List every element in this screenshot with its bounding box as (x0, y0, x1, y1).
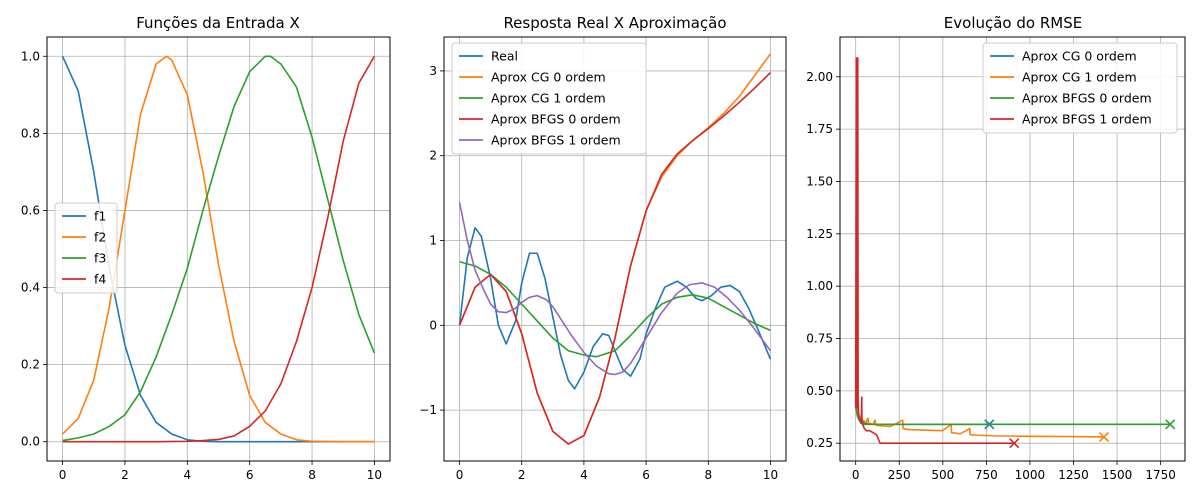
x-tick-label: 2 (121, 468, 129, 482)
y-tick-label: 1.00 (806, 279, 833, 293)
y-tick-label: 0.0 (21, 435, 40, 449)
x-tick-label: 4 (580, 468, 588, 482)
legend-label: Aprox CG 0 ordem (491, 70, 606, 85)
x-tick-label: 1500 (1102, 468, 1133, 482)
x-tick-label: 2 (518, 468, 526, 482)
chart-title: Evolução do RMSE (944, 14, 1082, 32)
chart-resposta-real: Resposta Real X Aproximação 0 2 4 6 8 10 −1 0 1 2… (419, 14, 787, 482)
legend-label: Aprox CG 1 ordem (491, 91, 606, 106)
series-line-3 (458, 72, 772, 445)
x-tick-label: 250 (888, 468, 911, 482)
y-tick-label: 1.25 (806, 227, 833, 241)
y-tick-label: −1 (419, 403, 437, 417)
x-tick-label: 8 (308, 468, 316, 482)
x-tick-label: 0 (852, 468, 860, 482)
x-tick-label: 1000 (1015, 468, 1046, 482)
y-tick-label: 0.25 (806, 436, 833, 450)
legend-label: Aprox CG 0 ordem (1022, 49, 1137, 64)
legend: f1 f2 f3 f4 (54, 202, 118, 294)
series-line-1 (854, 407, 1104, 438)
y-tick-label: 1.0 (21, 49, 40, 63)
x-tick-label: 750 (975, 468, 998, 482)
series-end-marker (1165, 419, 1176, 430)
legend: Aprox CG 0 ordem Aprox CG 1 ordem Aprox BF… (982, 42, 1178, 134)
chart-evolucao-rmse: Evolução do RMSE 0 250 500 750 1000 1250 1500 1… (806, 14, 1186, 482)
y-tick-label: 1.50 (806, 174, 833, 188)
y-tick-label: 3 (429, 64, 437, 78)
y-tick-label: 0.8 (21, 126, 40, 140)
legend-box (982, 42, 1178, 134)
legend-label: Aprox BFGS 1 ordem (491, 133, 621, 148)
legend-label: Aprox CG 1 ordem (1022, 70, 1137, 85)
x-tick-label: 4 (183, 468, 191, 482)
axes-frame (443, 36, 787, 462)
y-tick-label: 0.75 (806, 332, 833, 346)
y-tick-label: 1.75 (806, 122, 833, 136)
legend-label: f3 (94, 251, 106, 266)
legend-label: Real (491, 49, 518, 64)
axes-frame (46, 36, 391, 462)
series-end-marker (1098, 431, 1110, 442)
y-tick-label: 0.2 (21, 358, 40, 372)
x-tick-label: 10 (367, 468, 382, 482)
x-tick-label: 1250 (1058, 468, 1089, 482)
series-line-2 (459, 260, 771, 358)
legend-label: f2 (94, 230, 106, 245)
chart-funcoes-entrada: Funções da Entrada X 0 2 4 6 8 10 0.0 0.2 0.4 0.6… (21, 14, 391, 482)
y-tick-label: 0.50 (806, 384, 833, 398)
y-tick-label: 0 (429, 318, 437, 332)
x-tick-label: 6 (246, 468, 254, 482)
series-line-3 (854, 57, 1015, 445)
x-tick-label: 10 (763, 468, 778, 482)
legend-label: Aprox BFGS 0 ordem (491, 112, 621, 127)
y-tick-label: 2 (429, 149, 437, 163)
axes-frame (839, 36, 1186, 462)
series-line-2 (62, 55, 376, 442)
y-tick-label: 0.4 (21, 281, 40, 295)
x-tick-label: 0 (59, 468, 67, 482)
legend-label: Aprox BFGS 1 ordem (1022, 112, 1152, 127)
legend-label: Aprox BFGS 0 ordem (1022, 91, 1152, 106)
series-line-4 (458, 202, 772, 376)
legend-label: f1 (94, 209, 106, 224)
series-line-0 (458, 227, 772, 390)
x-tick-label: 8 (704, 468, 712, 482)
x-tick-label: 6 (642, 468, 650, 482)
x-tick-label: 500 (931, 468, 954, 482)
chart-title: Resposta Real X Aproximação (503, 14, 726, 32)
chart-title: Funções da Entrada X (136, 14, 300, 32)
legend-label: f4 (94, 272, 106, 287)
y-tick-label: 2.00 (806, 70, 833, 84)
series-line-2 (854, 407, 1171, 426)
series-end-marker (1009, 438, 1020, 449)
x-tick-label: 0 (456, 468, 464, 482)
x-tick-label: 1750 (1145, 468, 1176, 482)
legend-box (451, 42, 647, 155)
series-line-3 (62, 55, 376, 443)
y-tick-label: 0.6 (21, 203, 40, 217)
y-tick-label: 1 (429, 234, 437, 248)
legend: Real Aprox CG 0 ordem Aprox CG 1 ordem Apro… (451, 42, 647, 155)
legend-box (54, 202, 118, 294)
